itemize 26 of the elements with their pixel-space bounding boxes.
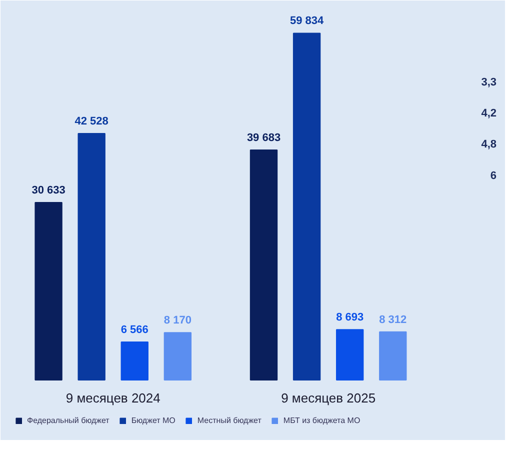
data-label: 8 312	[379, 314, 407, 326]
bar	[250, 150, 278, 381]
text: 4,2	[481, 107, 497, 120]
bar	[292, 32, 321, 381]
x-tick-label: 9 месяцев 2025	[281, 390, 376, 406]
legend-label: МБТ из бюджета МО	[283, 416, 360, 425]
data-label: 6 566	[120, 324, 148, 336]
bar	[34, 202, 62, 381]
legend-label: Федеральный бюджет	[27, 416, 110, 425]
bar	[336, 329, 364, 381]
text: 6	[490, 170, 497, 182]
data-label: 39 683	[246, 132, 281, 144]
x-tick-label: 9 месяцев 2024	[66, 390, 160, 406]
bar	[164, 332, 192, 381]
bar	[120, 341, 148, 381]
data-label: 59 834	[290, 15, 325, 28]
legend-label: Местный бюджет	[197, 416, 262, 425]
text: 4,8	[481, 138, 497, 151]
bar	[379, 331, 407, 381]
bar	[78, 133, 106, 381]
data-label: 8 693	[336, 312, 364, 324]
data-label: 30 633	[32, 184, 66, 196]
legend-label: Бюджет МО	[131, 416, 176, 425]
data-label: 8 170	[164, 314, 192, 327]
data-label: 42 528	[74, 116, 108, 128]
text: 3,3	[481, 76, 497, 88]
